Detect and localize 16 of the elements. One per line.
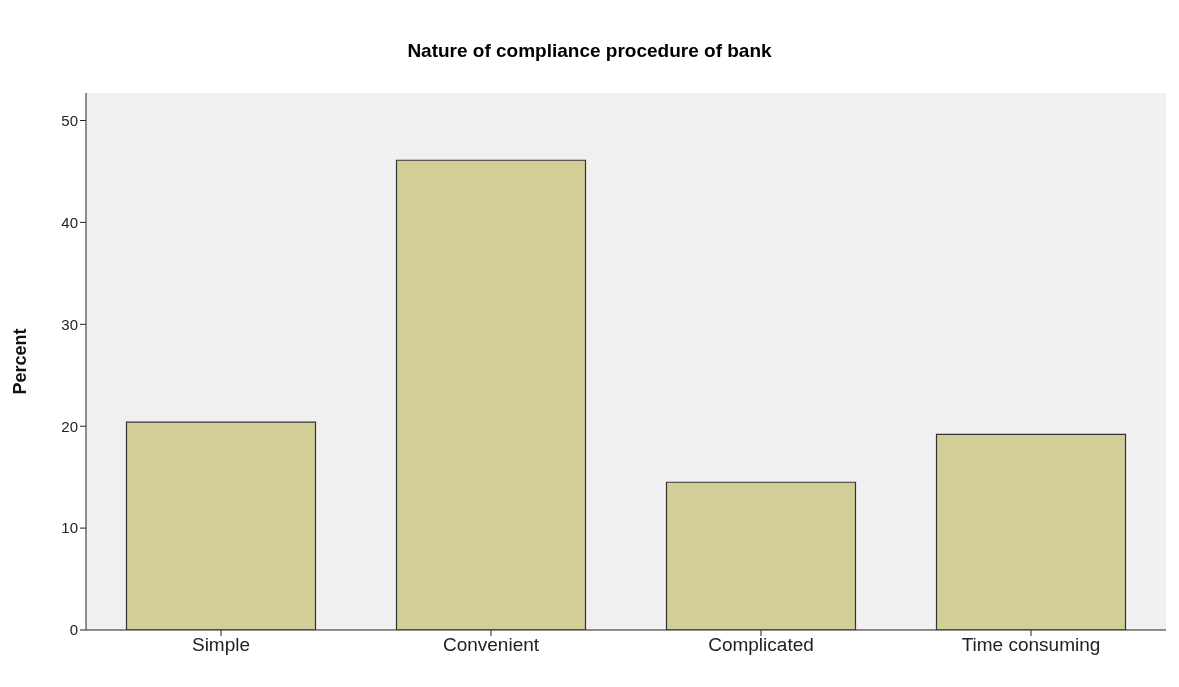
chart-title: Nature of compliance procedure of bank — [406, 39, 773, 63]
bar — [935, 433, 1127, 630]
y-tick-label: 10 — [61, 519, 78, 537]
x-tick-label: Complicated — [708, 634, 814, 656]
y-tick-label: 0 — [69, 621, 78, 639]
y-tick-label: 50 — [61, 111, 78, 129]
y-axis-title: Percent — [10, 328, 31, 395]
x-tick-label: Simple — [191, 634, 251, 656]
x-tick-label: Time consuming — [961, 634, 1101, 656]
y-tick-label: 30 — [61, 315, 78, 333]
bar — [125, 421, 317, 630]
x-tick-label: Convenient — [442, 634, 540, 656]
y-tick-label: 20 — [61, 417, 78, 435]
y-tick-label: 40 — [61, 213, 78, 231]
bar — [395, 159, 587, 630]
bar — [665, 481, 857, 630]
